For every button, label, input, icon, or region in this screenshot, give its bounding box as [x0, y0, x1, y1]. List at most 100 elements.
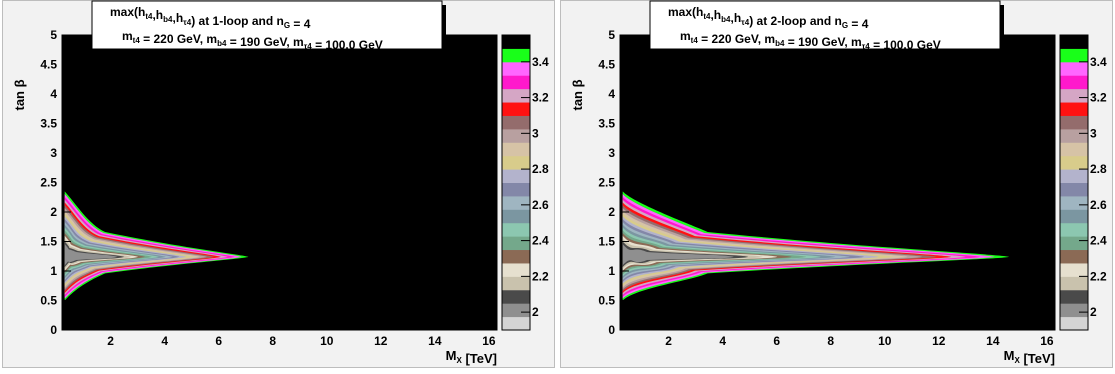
x-tick-label: 10 [320, 334, 334, 348]
x-tick-label: 2 [665, 334, 672, 348]
scale-band [1060, 222, 1088, 237]
scale-band [1060, 182, 1088, 197]
y-tick-label: 1.5 [40, 235, 57, 249]
scale-band [1060, 48, 1088, 63]
title-shadow-bottom [96, 49, 446, 52]
color-scale: 2 2.2 2.4 2.6 2.8 3 3.2 3.4 [1059, 34, 1107, 331]
scale-band [1060, 155, 1088, 170]
chart-subtitle: mt4 = 220 GeV, mb4 = 190 GeV, mτ4 = 100.… [680, 29, 941, 52]
scale-tick-label: 2.4 [532, 234, 549, 248]
chart-subtitle: mt4 = 220 GeV, mb4 = 190 GeV, mτ4 = 100.… [122, 29, 383, 52]
scale-band [502, 102, 530, 116]
plot-area [62, 35, 497, 330]
title-shadow-right [442, 5, 446, 50]
scale-band [1060, 115, 1088, 130]
x-tick-label: 12 [932, 334, 946, 348]
y-tick-label: 1.5 [598, 235, 615, 249]
scale-band [502, 236, 530, 251]
chart-1: 2 4 6 8 10 12 14 16 0 0.5 1 1.5 2 2.5 3 3.5 4 4.5 5 tan β MX… [12, 0, 549, 366]
scale-band [1060, 128, 1088, 143]
contour-band [64, 244, 118, 266]
scale-band [1060, 303, 1088, 318]
contour-band [622, 244, 734, 266]
scale-tick-label: 2.6 [1090, 198, 1107, 212]
chart-2: 2 4 6 8 10 12 14 16 0 0.5 1 1.5 2 2.5 3 3.5 4 4.5 5 tan β MX… [570, 0, 1107, 366]
scale-frame [1059, 34, 1089, 331]
x-tick-label: 4 [161, 334, 168, 348]
x-tick-label: 2 [107, 334, 114, 348]
scale-band [1060, 195, 1088, 210]
y-tick-label: 4.5 [598, 58, 615, 72]
x-tick-label: 14 [986, 334, 1000, 348]
scale-tick-label: 2.8 [532, 162, 549, 176]
contour-region [622, 191, 1010, 301]
x-tick-label: 8 [827, 334, 834, 348]
scale-band [502, 222, 530, 237]
scale-tick-label: 3 [1090, 126, 1097, 140]
x-tick-label: 6 [773, 334, 780, 348]
scale-band [1060, 249, 1088, 264]
scale-band [502, 142, 530, 157]
y-tick-label: 4 [50, 87, 57, 101]
scale-tick-label: 2.2 [532, 269, 549, 283]
scale-tick-label: 3.2 [1090, 91, 1107, 105]
title-box: max(ht4,hb4,hτ4) at 2-loop and nG = 4mt4… [649, 0, 1004, 52]
scale-tick-label: 2.8 [1090, 162, 1107, 176]
scale-band [502, 276, 530, 291]
chart-title: max(ht4,hb4,hτ4) at 1-loop and nG = 4 [110, 5, 311, 31]
scale-band [502, 115, 530, 130]
contour-region [64, 191, 249, 301]
scale-band [502, 75, 530, 90]
y-tick-label: 2 [608, 205, 615, 219]
x-axis-title: MX [TeV] [446, 348, 497, 366]
scale-band [1060, 209, 1088, 224]
scale-band [1060, 142, 1088, 157]
plot-area [620, 35, 1055, 330]
y-tick-label: 2.5 [40, 176, 57, 190]
scale-tick-label: 2 [1090, 305, 1097, 319]
scale-frame [501, 34, 531, 331]
scale-band [502, 182, 530, 197]
y-tick-label: 2 [50, 205, 57, 219]
color-scale: 2 2.2 2.4 2.6 2.8 3 3.2 3.4 [501, 34, 549, 331]
title-frame [91, 0, 443, 50]
scale-tick-label: 2.4 [1090, 234, 1107, 248]
chart-title: max(ht4,hb4,hτ4) at 2-loop and nG = 4 [668, 5, 869, 31]
scale-band [1060, 102, 1088, 116]
scale-band [1060, 289, 1088, 304]
y-tick-label: 3.5 [40, 117, 57, 131]
scale-band [1060, 88, 1088, 103]
scale-tick-label: 2 [532, 305, 539, 319]
x-tick-label: 10 [878, 334, 892, 348]
scale-band [1060, 75, 1088, 90]
x-tick-label: 4 [719, 334, 726, 348]
scale-band [502, 262, 530, 277]
title-frame [649, 0, 1001, 50]
scale-band [1060, 236, 1088, 251]
scale-band [502, 195, 530, 210]
y-tick-label: 3.5 [598, 117, 615, 131]
y-axis-title: tan β [570, 79, 585, 110]
y-tick-label: 2.5 [598, 176, 615, 190]
scale-band [502, 169, 530, 183]
y-tick-label: 0 [50, 323, 57, 337]
x-tick-label: 12 [374, 334, 388, 348]
y-tick-label: 1 [50, 264, 57, 278]
title-shadow-bottom [654, 49, 1004, 52]
scale-band [502, 289, 530, 304]
y-tick-label: 4 [608, 87, 615, 101]
y-tick-label: 0.5 [598, 294, 615, 308]
y-tick-label: 3 [50, 146, 57, 160]
scale-tick-label: 3.4 [1090, 55, 1107, 69]
scale-band [502, 35, 530, 49]
scale-band [502, 209, 530, 224]
title-shadow-right [1000, 5, 1004, 50]
scale-band [1060, 262, 1088, 277]
y-tick-label: 5 [50, 28, 57, 42]
scale-band [502, 88, 530, 103]
scale-band [502, 128, 530, 143]
scale-tick-label: 3.2 [532, 91, 549, 105]
scale-band [502, 61, 530, 76]
scale-band [502, 155, 530, 170]
x-tick-label: 14 [428, 334, 442, 348]
